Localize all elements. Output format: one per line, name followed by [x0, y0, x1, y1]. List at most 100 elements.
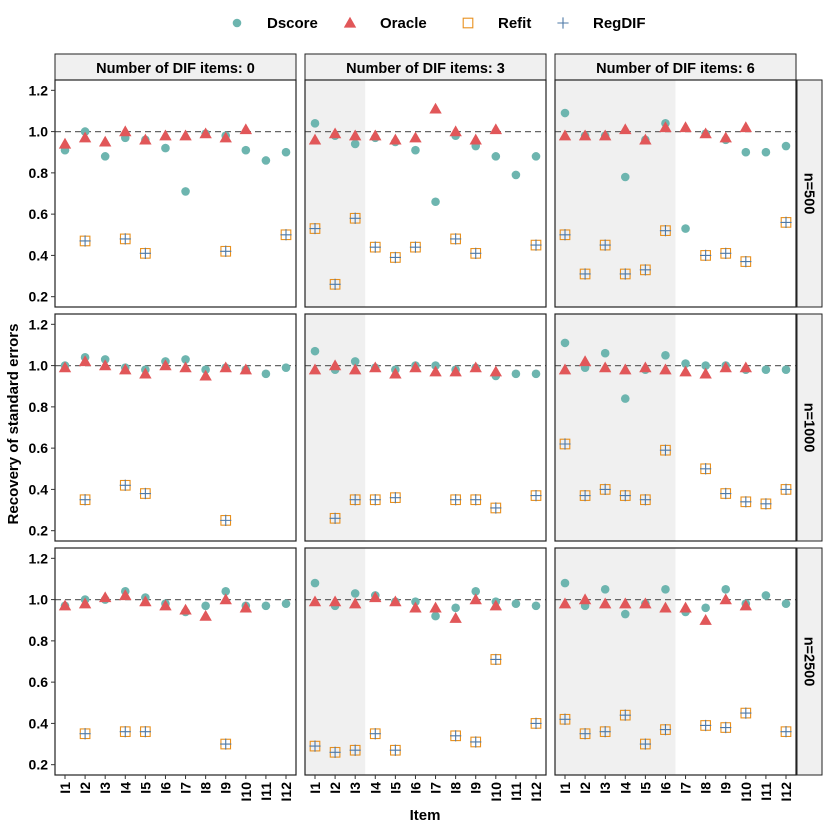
point-regdif-I6	[409, 241, 422, 253]
point-regdif-I2	[579, 268, 591, 280]
point-regdif-I3	[349, 744, 361, 756]
point-oracle-I4	[369, 591, 382, 603]
point-oracle-I8	[199, 127, 212, 139]
point-dscore-I6	[661, 584, 670, 594]
point-dscore-I4	[620, 609, 630, 619]
point-oracle-I5	[639, 133, 652, 145]
x-tick-label-I7: I7	[428, 782, 444, 794]
point-dscore-I6	[411, 145, 420, 155]
y-tick-label: 0.6	[29, 674, 49, 690]
point-dscore-I3	[100, 152, 110, 161]
point-oracle-I9	[719, 361, 732, 373]
point-regdif-I5	[139, 247, 151, 259]
point-regdif-I4	[119, 479, 131, 491]
facet-label-col-1: Number of DIF items: 3	[346, 61, 505, 77]
point-dscore-I10	[741, 147, 751, 157]
x-tick-label-I5: I5	[387, 782, 403, 794]
point-dscore-I7	[181, 187, 190, 196]
point-regdif-I3	[349, 212, 361, 224]
point-regdif-I4	[119, 726, 131, 738]
point-oracle-I4	[619, 123, 632, 135]
point-regdif-I8	[700, 249, 712, 262]
point-regdif-I4	[119, 233, 131, 245]
x-tick-label-I11: I11	[508, 782, 524, 801]
point-oracle-I7	[179, 129, 192, 141]
facet-strip-col-1	[304, 53, 547, 81]
point-regdif-I5	[389, 251, 401, 264]
panel-border	[54, 547, 297, 776]
point-dscore-I6	[161, 143, 170, 153]
point-dscore-I12	[781, 599, 791, 609]
point-regdif-I12	[780, 483, 792, 496]
point-oracle-I8	[699, 367, 712, 379]
point-oracle-I10	[489, 123, 503, 135]
point-oracle-I5	[639, 597, 652, 609]
point-regdif-I3	[599, 726, 611, 738]
legend-label-refit: Refit	[498, 15, 531, 32]
point-oracle-I3	[98, 359, 112, 371]
point-regdif-I12	[780, 216, 792, 228]
point-regdif-I1	[309, 740, 321, 752]
y-tick-label: 1.2	[29, 550, 49, 566]
point-regdif-I8	[700, 463, 712, 475]
point-dscore-I8	[701, 603, 710, 613]
point-dscore-I12	[531, 152, 541, 161]
legend-key-refit	[462, 17, 474, 29]
point-regdif-I4	[619, 490, 631, 502]
panel-background	[55, 314, 296, 541]
x-tick-label-I8: I8	[448, 782, 464, 794]
point-oracle-I3	[598, 597, 612, 609]
x-tick-label-I2: I2	[77, 782, 93, 794]
point-oracle-I6	[409, 601, 422, 613]
point-oracle-I5	[389, 595, 402, 607]
point-oracle-I5	[639, 361, 652, 373]
point-dscore-I8	[701, 361, 710, 370]
y-tick-label: 0.2	[29, 757, 49, 773]
panel-border	[304, 547, 547, 776]
point-regdif-I5	[639, 494, 651, 506]
point-oracle-I4	[369, 129, 382, 141]
point-oracle-I8	[449, 365, 462, 377]
point-regdif-I2	[579, 728, 591, 740]
point-dscore-I12	[281, 363, 291, 372]
point-oracle-I7	[429, 601, 442, 613]
point-dscore-I3	[600, 584, 610, 594]
point-oracle-I2	[578, 129, 592, 141]
point-dscore-I1	[310, 578, 320, 588]
x-tick-label-I9: I9	[468, 782, 484, 794]
point-oracle-I9	[469, 133, 482, 145]
point-regdif-I2	[329, 746, 341, 758]
point-dscore-I9	[721, 584, 731, 594]
y-tick-label: 0.2	[29, 289, 49, 305]
point-oracle-I7	[429, 102, 442, 114]
point-dscore-I11	[261, 156, 271, 165]
y-tick-label: 0.2	[29, 523, 49, 539]
panel-r2-c0: 0.20.40.60.81.01.2I1 I2 I3 I4 I5 I6 I7 I8 I9 I10 I…	[29, 547, 297, 801]
point-dscore-I11	[761, 147, 771, 157]
point-dscore-I10	[241, 145, 251, 155]
point-regdif-I6	[659, 225, 672, 237]
point-oracle-I10	[239, 363, 253, 375]
point-oracle-I3	[598, 129, 612, 141]
x-tick-label-I9: I9	[218, 782, 234, 794]
point-regdif-I2	[79, 235, 91, 247]
point-oracle-I10	[739, 599, 753, 611]
facet-label-col-2: Number of DIF items: 6	[596, 61, 755, 77]
point-oracle-I4	[119, 589, 132, 601]
point-oracle-I3	[98, 591, 112, 603]
point-regdif-I3	[349, 494, 361, 506]
point-oracle-I4	[619, 363, 632, 375]
point-regdif-I1	[559, 438, 571, 450]
point-regdif-I9	[220, 245, 232, 257]
panel-r2-c1: I1 I2 I3 I4 I5 I6 I7 I8 I9 I10 I11 I12	[304, 547, 547, 801]
point-dscore-I3	[600, 348, 610, 358]
point-oracle-I5	[389, 367, 402, 379]
point-oracle-I1	[58, 599, 72, 611]
panel-background	[55, 80, 296, 307]
y-axis-title: Recovery of standard errors	[5, 324, 22, 525]
facet-label-row-1: n=1000	[801, 403, 817, 453]
point-dscore-I10	[491, 152, 501, 161]
point-oracle-I1	[58, 361, 72, 373]
point-regdif-I5	[389, 744, 401, 756]
panel-r1-c2	[554, 313, 797, 542]
